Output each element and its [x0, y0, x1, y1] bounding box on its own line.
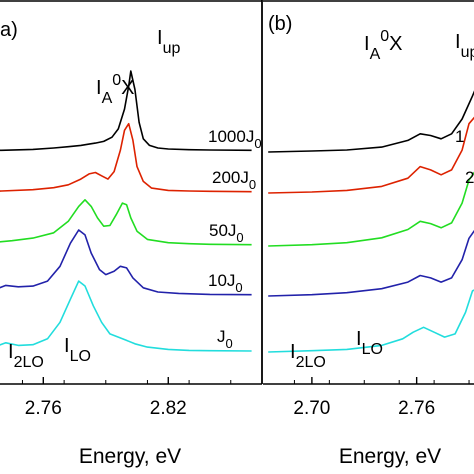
x-axis-title: Energy, eV [339, 445, 441, 468]
panel-a: 2.76 2.82 Energy, eV a) 1000J0 200J0 50J0 10J0 J… [0, 0, 263, 468]
series-line-50J0 [268, 171, 474, 247]
series-line-50J0 [0, 199, 252, 246]
panel-b: 2.70 2.76 Energy, eV (b) 1 2 IA0X Iup ILO I2LO [263, 0, 474, 468]
series-label-J0: J0 [217, 327, 233, 351]
x-tick-label: 2.70 [293, 398, 330, 419]
peak-annotation-a0x: IA0X [96, 72, 134, 107]
series-line-1000J0 [0, 70, 252, 152]
series-label-1000J0: 1000J0 [208, 127, 262, 151]
plot-area [268, 90, 474, 353]
peak-annotation-lo2: I2LO [8, 341, 44, 371]
series-label-200J0: 200J0 [212, 168, 256, 192]
series-label-10J0: 10J0 [208, 271, 243, 295]
series-label-200J0: 2 [465, 168, 474, 187]
series-label-1000J0: 1 [455, 127, 464, 146]
peak-annotation-lo: ILO [64, 335, 91, 365]
panel-label: a) [0, 19, 18, 41]
series-line-1000J0 [268, 90, 474, 153]
series-line-10J0 [268, 229, 474, 297]
series-line-10J0 [0, 229, 252, 296]
x-tick-label: 2.82 [150, 398, 187, 419]
x-tick-label: 2.76 [25, 398, 62, 419]
series-line-200J0 [268, 116, 474, 194]
plot-area [0, 70, 252, 352]
series-line-200J0 [0, 122, 252, 193]
peak-annotation-a0x: IA0X [364, 28, 402, 63]
panel-label: (b) [268, 13, 292, 35]
series-line-J0 [268, 289, 474, 353]
peak-annotation-up: Iup [157, 27, 180, 57]
peak-annotation-lo2: I2LO [290, 341, 326, 371]
x-axis-title: Energy, eV [79, 445, 181, 468]
series-label-50J0: 50J0 [209, 221, 244, 245]
x-tick-label: 2.76 [398, 398, 435, 419]
peak-annotation-lo: ILO [356, 328, 383, 358]
series-line-J0 [0, 280, 252, 352]
peak-annotation-up: Iup [455, 31, 474, 61]
